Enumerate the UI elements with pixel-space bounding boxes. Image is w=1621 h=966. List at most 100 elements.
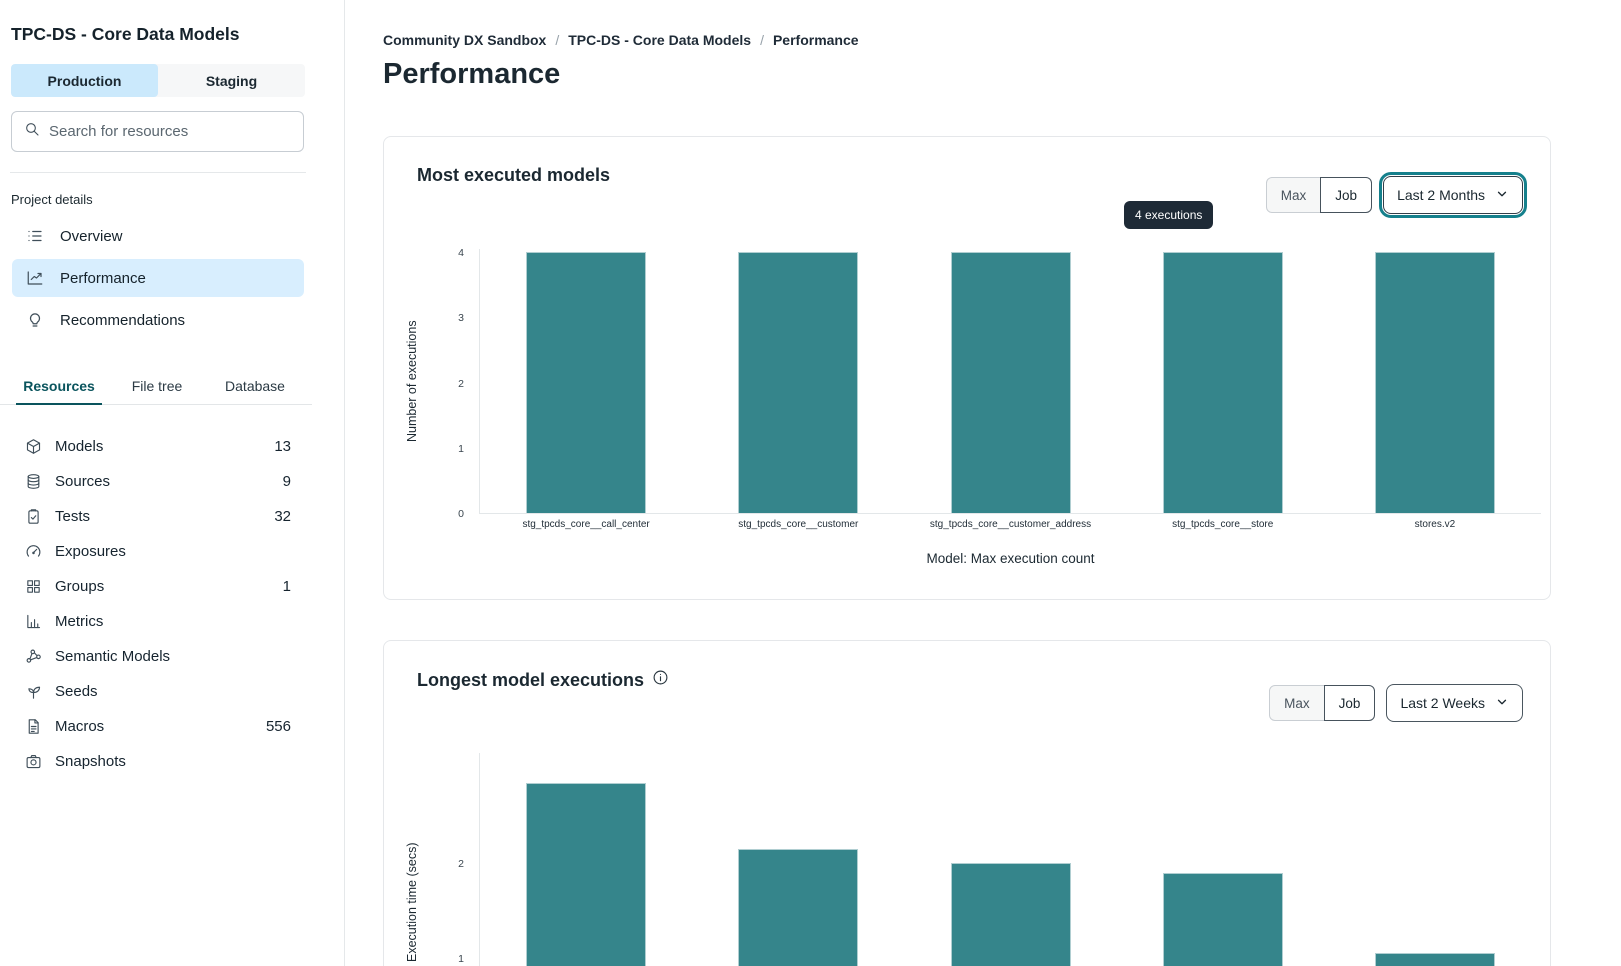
bar[interactable] bbox=[1162, 872, 1283, 966]
bar[interactable] bbox=[526, 783, 647, 966]
resource-item-exposures[interactable]: Exposures bbox=[0, 534, 312, 569]
max-button[interactable]: Max bbox=[1269, 685, 1325, 721]
bar[interactable] bbox=[738, 849, 859, 966]
bar-slot bbox=[1329, 252, 1541, 513]
breadcrumb-separator: / bbox=[760, 32, 764, 48]
y-axis-label: Number of executions bbox=[405, 320, 419, 442]
x-tick-label: stores.v2 bbox=[1414, 519, 1456, 530]
resource-count: 13 bbox=[274, 438, 291, 455]
sidebar-item-label: Overview bbox=[60, 227, 123, 245]
bar[interactable] bbox=[1374, 953, 1495, 966]
x-tick-label: stg_tpcds_core__customer bbox=[738, 519, 859, 530]
x-axis-label: Model: Max execution count bbox=[926, 551, 1095, 566]
project-title: TPC-DS - Core Data Models bbox=[11, 24, 240, 44]
resource-item-groups[interactable]: Groups 1 bbox=[0, 569, 312, 604]
y-tick-label: 2 bbox=[458, 858, 464, 871]
bar[interactable] bbox=[738, 252, 859, 513]
sidebar: TPC-DS - Core Data Models Production Stag… bbox=[0, 0, 345, 966]
search-box[interactable] bbox=[11, 111, 304, 152]
document-icon bbox=[25, 718, 42, 735]
resource-item-tests[interactable]: Tests 32 bbox=[0, 499, 312, 534]
resource-label: Sources bbox=[55, 473, 111, 490]
bar[interactable] bbox=[950, 252, 1071, 513]
sidebar-item-label: Performance bbox=[60, 269, 146, 287]
resource-label: Exposures bbox=[55, 543, 126, 560]
tab-resources[interactable]: Resources bbox=[10, 368, 108, 405]
resource-item-macros[interactable]: Macros 556 bbox=[0, 709, 312, 744]
search-input[interactable] bbox=[49, 123, 291, 140]
resource-tabs: Resources File tree Database bbox=[0, 368, 312, 405]
x-tick-label: stg_tpcds_core__customer_address bbox=[929, 519, 1092, 530]
chart-controls: Max Job Last 2 Months bbox=[1265, 172, 1527, 218]
divider bbox=[10, 172, 306, 173]
y-tick-label: 4 bbox=[458, 247, 464, 259]
x-axis-categories: stg_tpcds_core__call_center stg_tpcds_cor… bbox=[480, 519, 1541, 530]
tab-file-tree[interactable]: File tree bbox=[131, 378, 183, 394]
bar-slot bbox=[1117, 872, 1329, 966]
sidebar-item-label: Recommendations bbox=[60, 311, 186, 329]
sidebar-item-recommendations[interactable]: Recommendations bbox=[12, 301, 304, 339]
bars bbox=[480, 249, 1541, 513]
resource-item-seeds[interactable]: Seeds bbox=[0, 674, 312, 709]
env-tab-staging[interactable]: Staging bbox=[205, 72, 258, 89]
resource-label: Metrics bbox=[55, 613, 104, 630]
bar-slot bbox=[692, 849, 904, 966]
resource-item-semantic-models[interactable]: Semantic Models bbox=[0, 639, 312, 674]
bar[interactable] bbox=[1374, 252, 1495, 513]
y-tick-label: 1 bbox=[458, 442, 464, 455]
breadcrumb-separator: / bbox=[555, 32, 560, 48]
card-title: Longest model executions bbox=[417, 669, 669, 691]
time-range-dropdown[interactable]: Last 2 Weeks bbox=[1386, 684, 1523, 722]
camera-icon bbox=[25, 753, 42, 770]
bar-chart: Number of executions 0 1 2 3 4 stg_tpcds_cor… bbox=[384, 137, 1550, 599]
bar[interactable] bbox=[950, 863, 1071, 966]
x-tick-label: stg_tpcds_core__store bbox=[1172, 519, 1274, 530]
chart-tooltip: 4 executions bbox=[1124, 201, 1214, 229]
sidebar-item-overview[interactable]: Overview bbox=[12, 217, 304, 255]
breadcrumb-item: Performance bbox=[772, 32, 859, 48]
breadcrumb: Community DX Sandbox / TPC-DS - Core Data … bbox=[383, 32, 859, 48]
longest-model-executions-card: Longest model executions Max Job Last 2 … bbox=[383, 640, 1551, 966]
job-button[interactable]: Job bbox=[1320, 177, 1373, 213]
bar[interactable] bbox=[1162, 252, 1283, 513]
resource-label: Models bbox=[55, 438, 104, 455]
chevron-down-icon bbox=[1495, 695, 1509, 712]
tab-database[interactable]: Database bbox=[225, 378, 285, 394]
plot-area: Number of executions 0 1 2 3 4 stg_tpcds_cor… bbox=[405, 247, 1541, 566]
resource-item-sources[interactable]: Sources 9 bbox=[0, 464, 312, 499]
cube-icon bbox=[25, 438, 42, 455]
y-tick-label: 1 bbox=[458, 952, 464, 965]
x-tick-label: stg_tpcds_core__call_center bbox=[522, 519, 650, 530]
bar-slot bbox=[904, 252, 1116, 513]
time-range-dropdown[interactable]: Last 2 Months bbox=[1379, 172, 1527, 218]
time-range-value: Last 2 Weeks bbox=[1400, 695, 1485, 711]
database-icon bbox=[25, 473, 42, 490]
resource-count: 32 bbox=[274, 508, 291, 525]
resource-label: Semantic Models bbox=[55, 648, 171, 665]
y-tick-label: 2 bbox=[458, 377, 464, 390]
max-job-toggle: Max Job bbox=[1269, 685, 1376, 721]
breadcrumb-item[interactable]: TPC-DS - Core Data Models bbox=[568, 32, 752, 48]
job-button[interactable]: Job bbox=[1323, 685, 1376, 721]
seedling-icon bbox=[25, 683, 42, 700]
resource-item-metrics[interactable]: Metrics bbox=[0, 604, 312, 639]
breadcrumb-item[interactable]: Community DX Sandbox bbox=[383, 32, 547, 48]
project-details-label: Project details bbox=[11, 192, 93, 207]
time-range-value: Last 2 Months bbox=[1397, 187, 1485, 203]
bar-slot bbox=[480, 783, 692, 966]
resource-item-snapshots[interactable]: Snapshots bbox=[0, 744, 312, 779]
lightbulb-icon bbox=[26, 311, 44, 329]
env-tab-production[interactable]: Production bbox=[11, 64, 158, 97]
bar-slot bbox=[904, 863, 1116, 966]
max-job-toggle: Max Job bbox=[1265, 177, 1373, 213]
bar[interactable] bbox=[526, 252, 647, 513]
sidebar-item-performance[interactable]: Performance bbox=[12, 259, 304, 297]
bar-slot bbox=[1117, 252, 1329, 513]
max-button[interactable]: Max bbox=[1265, 177, 1322, 213]
resource-count: 9 bbox=[282, 473, 291, 490]
resource-item-models[interactable]: Models 13 bbox=[0, 429, 312, 464]
info-icon[interactable] bbox=[652, 669, 669, 691]
